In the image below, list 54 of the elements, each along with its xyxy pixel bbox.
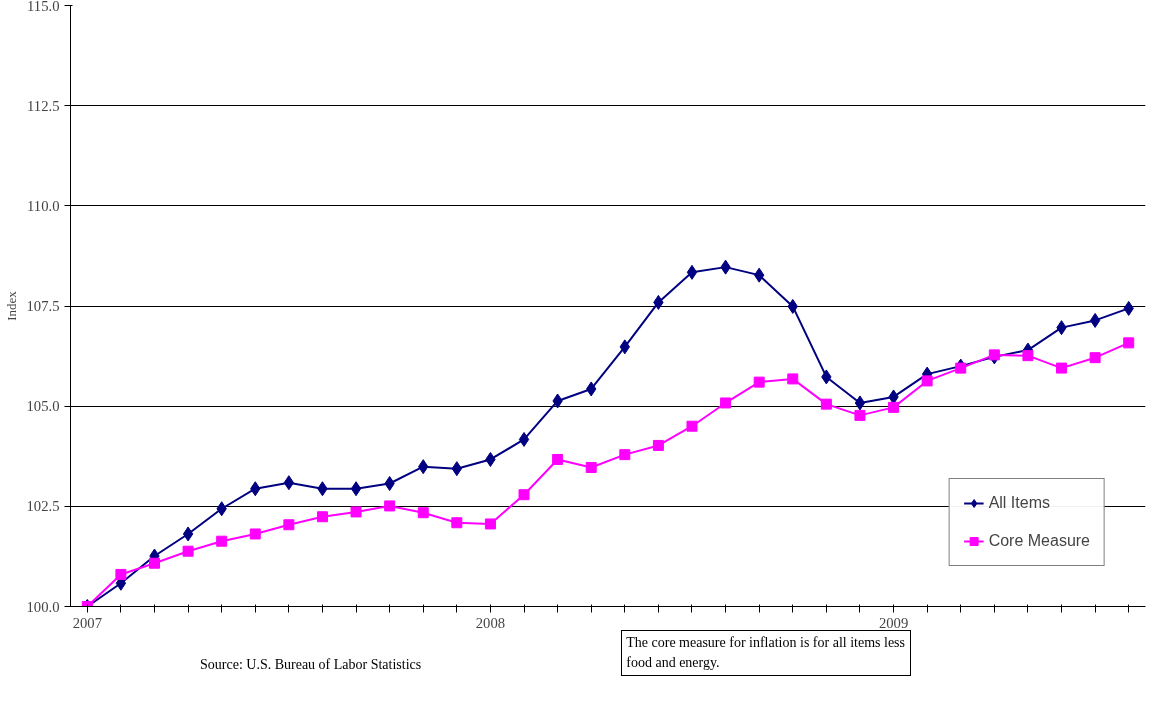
x-tick-label: 2008 [475,614,506,631]
legend-label: All Items [988,494,1050,512]
point [350,481,362,497]
point [720,397,732,409]
point [518,431,530,447]
y-tick-label: 105.0 [26,398,60,415]
point [451,517,463,529]
source-note: Source: U.S. Bureau of Labor Statistics [200,656,422,674]
point [753,376,765,388]
point [283,519,295,531]
point [585,461,597,473]
y-tick-label: 112.5 [27,97,60,114]
y-axis-title: Index [3,290,19,321]
point [619,449,631,461]
point [518,489,530,501]
y-tick-label: 110.0 [27,197,60,214]
point [854,395,866,411]
point [1089,312,1101,328]
point [182,545,194,557]
text: The core measure for inflation is for all items less food and energy. [626,634,906,672]
point [686,420,698,432]
point [921,375,933,387]
point [988,349,1000,361]
y-tick-label: 115.0 [27,0,60,14]
x-tick-label: 2007 [72,614,102,631]
point [820,398,832,410]
point [888,401,900,413]
point [148,557,160,569]
point [652,439,664,451]
point [1022,350,1034,362]
point [686,264,698,280]
point [249,528,261,540]
point [787,373,799,385]
legend-label: Core Measure [988,532,1090,550]
y-tick-label: 107.5 [26,298,60,314]
point [854,409,866,421]
point [115,568,127,580]
point [182,526,194,542]
point [384,476,395,491]
point [283,475,295,491]
point [1123,337,1135,349]
point [216,535,228,547]
point [1089,352,1101,364]
point [384,500,396,512]
point [316,511,328,523]
point [955,362,967,374]
point [417,507,429,519]
point [552,453,564,465]
x-tick-label: 2009 [878,614,909,631]
y-tick-label: 102.5 [26,498,60,515]
y-tick-label: 100.0 [26,598,60,615]
point [350,506,362,518]
point [484,518,496,530]
point [1056,362,1068,374]
